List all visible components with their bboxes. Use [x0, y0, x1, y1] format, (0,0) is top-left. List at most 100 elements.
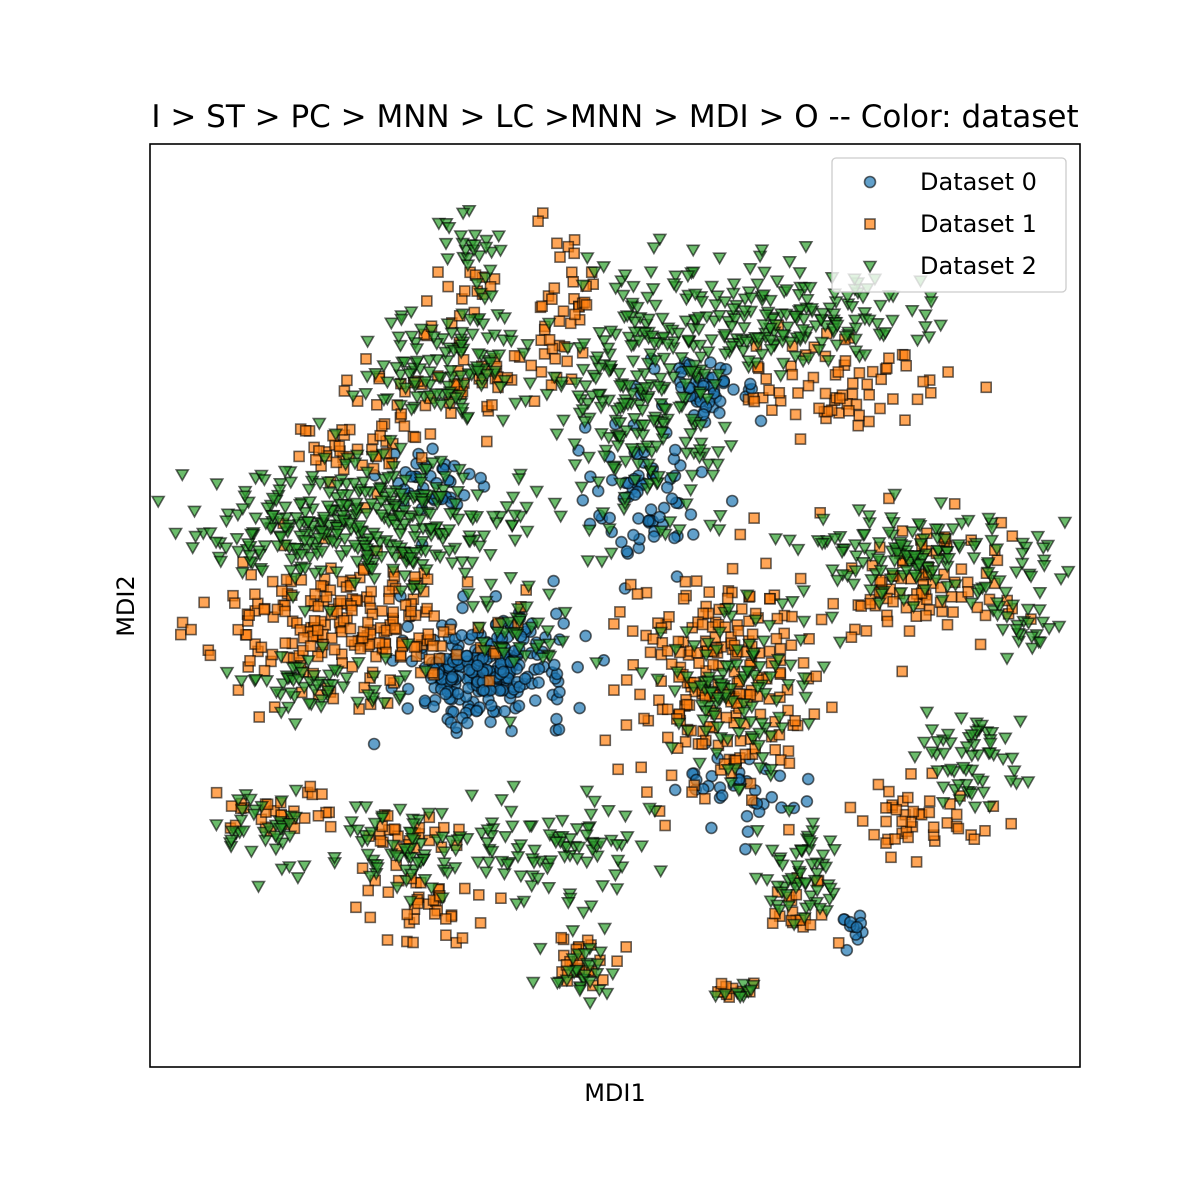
data-point-dataset-2: [1023, 570, 1039, 584]
data-point-dataset-2: [521, 580, 536, 594]
data-point-dataset-2: [501, 616, 517, 630]
data-point-dataset-1: [421, 573, 434, 586]
data-point-dataset-2: [554, 376, 570, 390]
data-point-dataset-2: [717, 988, 733, 1002]
data-point-dataset-2: [289, 512, 304, 526]
data-point-dataset-2: [240, 538, 256, 552]
data-point-dataset-0: [547, 574, 560, 588]
data-point-dataset-1: [279, 605, 291, 618]
data-point-dataset-2: [541, 881, 557, 895]
data-point-dataset-1: [175, 628, 187, 641]
data-point-dataset-2: [896, 594, 912, 608]
data-point-dataset-2: [243, 528, 259, 542]
data-point-dataset-2: [951, 539, 967, 553]
data-point-dataset-2: [329, 528, 345, 542]
data-point-dataset-2: [472, 540, 488, 554]
data-point-dataset-2: [710, 692, 725, 706]
data-point-dataset-2: [787, 310, 803, 324]
data-point-dataset-2: [385, 839, 401, 853]
data-point-dataset-2: [460, 259, 476, 273]
data-point-dataset-2: [672, 401, 687, 415]
data-point-dataset-1: [551, 237, 563, 250]
data-point-dataset-1: [910, 610, 923, 623]
data-point-dataset-2: [370, 862, 385, 876]
data-point-dataset-2: [1005, 599, 1021, 613]
data-point-dataset-0: [725, 494, 739, 508]
data-point-dataset-2: [403, 895, 418, 909]
data-point-dataset-2: [814, 537, 830, 551]
data-point-dataset-2: [731, 784, 747, 798]
data-point-dataset-2: [302, 496, 318, 510]
data-point-dataset-2: [848, 550, 864, 564]
data-point-dataset-2: [424, 882, 439, 896]
data-point-dataset-2: [907, 569, 923, 583]
data-point-dataset-2: [360, 689, 376, 703]
data-point-dataset-2: [230, 794, 246, 808]
data-point-dataset-2: [754, 244, 770, 258]
data-point-dataset-2: [283, 564, 299, 578]
data-point-dataset-2: [821, 354, 836, 368]
data-point-dataset-2: [224, 825, 240, 839]
data-point-dataset-2: [404, 832, 420, 846]
data-point-dataset-1: [792, 387, 804, 399]
data-point-dataset-2: [824, 611, 840, 625]
data-point-dataset-0: [571, 660, 585, 674]
data-point-dataset-0: [686, 528, 700, 541]
data-point-dataset-2: [524, 880, 540, 894]
data-point-dataset-2: [709, 644, 725, 658]
data-point-dataset-1: [253, 711, 265, 723]
data-point-dataset-2: [757, 266, 772, 280]
x-axis-label: MDI1: [584, 1079, 646, 1107]
data-point-dataset-1: [661, 703, 674, 716]
data-point-dataset-2: [248, 673, 264, 687]
data-point-dataset-1: [735, 603, 748, 615]
data-point-dataset-2: [542, 638, 557, 652]
data-point-dataset-2: [768, 533, 783, 547]
data-point-dataset-2: [560, 896, 576, 910]
data-point-dataset-1: [686, 786, 698, 798]
data-point-dataset-2: [612, 430, 627, 444]
data-point-dataset-2: [455, 472, 471, 486]
data-point-dataset-2: [924, 746, 940, 760]
data-point-dataset-2: [462, 535, 478, 549]
data-point-dataset-2: [464, 789, 480, 803]
data-point-dataset-2: [497, 868, 512, 882]
data-point-dataset-2: [618, 455, 633, 469]
data-point-dataset-2: [727, 313, 743, 327]
data-point-dataset-2: [475, 636, 491, 650]
data-point-dataset-2: [360, 335, 375, 349]
data-point-dataset-2: [804, 858, 820, 872]
data-point-dataset-1: [333, 440, 346, 453]
data-point-dataset-2: [709, 747, 725, 761]
data-point-dataset-2: [272, 477, 288, 491]
data-point-dataset-2: [490, 626, 505, 640]
data-point-dataset-2: [923, 296, 939, 310]
data-point-dataset-1: [304, 640, 317, 652]
data-point-dataset-2: [437, 470, 453, 484]
data-point-dataset-2: [648, 299, 663, 313]
data-point-dataset-2: [793, 304, 808, 318]
data-point-dataset-2: [791, 288, 807, 302]
data-point-dataset-2: [893, 587, 909, 601]
data-point-dataset-2: [393, 488, 409, 502]
data-point-dataset-2: [788, 350, 803, 364]
data-point-dataset-2: [739, 336, 755, 350]
data-point-dataset-2: [297, 860, 312, 874]
data-point-dataset-2: [981, 512, 997, 526]
data-point-dataset-2: [403, 552, 418, 566]
data-point-dataset-2: [592, 326, 608, 340]
data-point-dataset-2: [885, 314, 900, 328]
data-point-dataset-2: [848, 345, 864, 359]
data-point-dataset-2: [799, 293, 815, 307]
data-point-dataset-0: [471, 659, 484, 672]
data-point-dataset-2: [496, 647, 512, 661]
data-point-dataset-2: [208, 536, 224, 550]
data-point-dataset-2: [234, 804, 250, 818]
data-point-dataset-2: [550, 977, 565, 991]
data-point-dataset-2: [594, 555, 610, 569]
data-point-dataset-2: [421, 807, 437, 821]
data-point-dataset-2: [671, 327, 686, 341]
data-point-dataset-2: [847, 314, 863, 328]
data-point-dataset-2: [511, 473, 527, 487]
data-point-dataset-2: [775, 598, 790, 612]
